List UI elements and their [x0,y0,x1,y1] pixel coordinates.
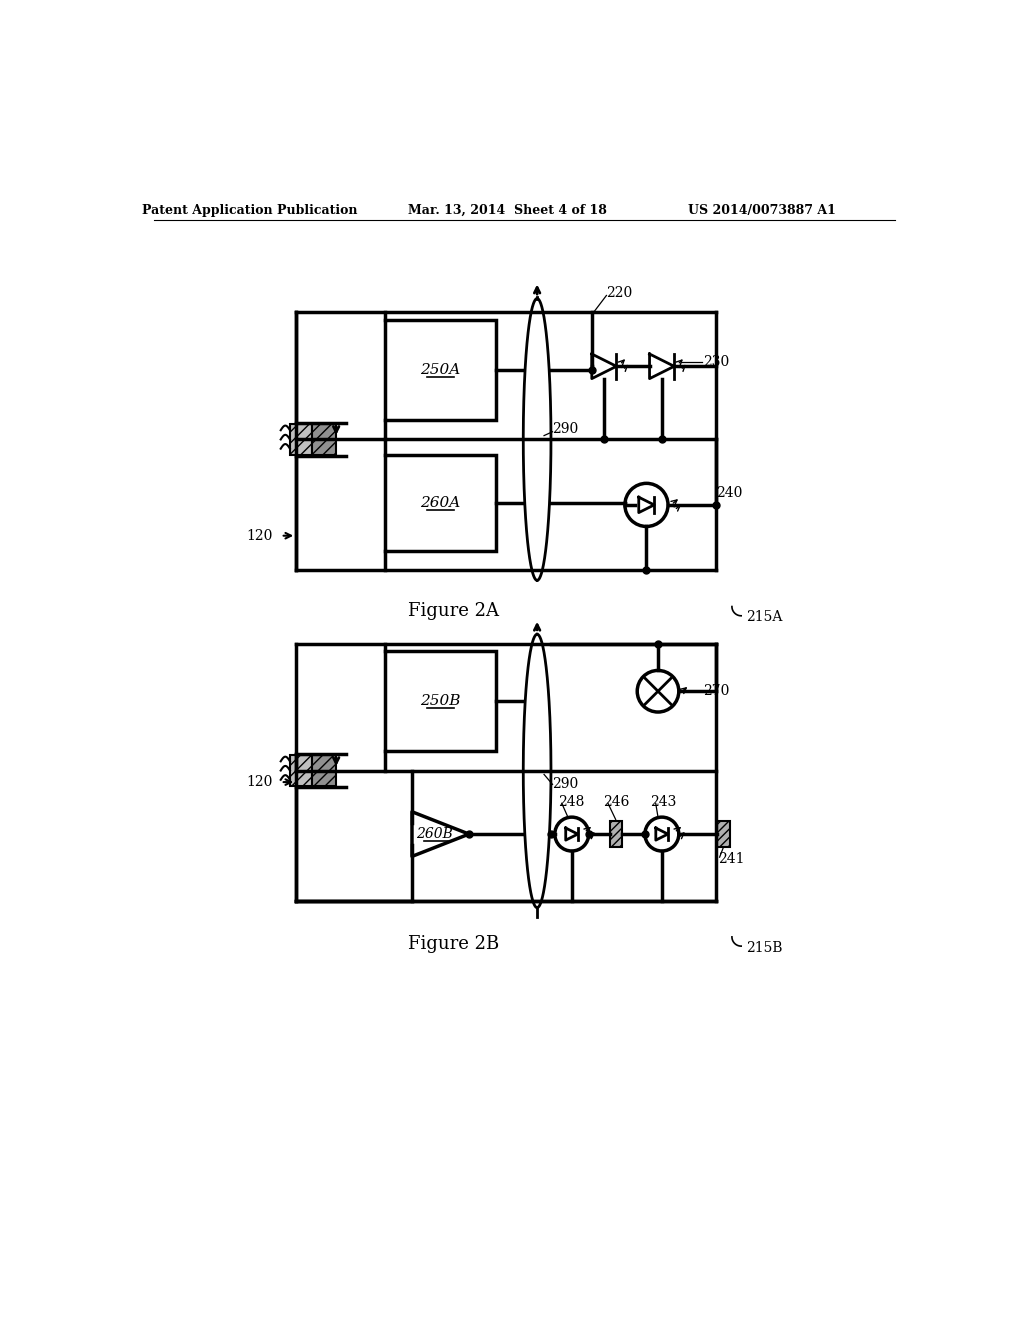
Bar [311,424,336,455]
Text: 290: 290 [553,422,579,437]
Text: Patent Application Publication: Patent Application Publication [142,205,357,218]
Text: 243: 243 [650,795,677,809]
Text: 120: 120 [247,529,273,543]
Bar [609,821,622,847]
Bar [290,755,311,785]
Bar [385,651,497,751]
Text: 250A: 250A [421,363,461,378]
Text: 246: 246 [603,795,630,809]
Text: 270: 270 [702,684,729,698]
Text: 120: 120 [247,775,273,789]
Text: 250B: 250B [420,694,461,709]
Text: 248: 248 [558,795,585,809]
Text: Figure 2B: Figure 2B [409,935,500,953]
Text: 220: 220 [606,286,633,300]
Bar [290,424,311,455]
Text: Mar. 13, 2014  Sheet 4 of 18: Mar. 13, 2014 Sheet 4 of 18 [409,205,607,218]
Bar [385,321,497,420]
Text: 260A: 260A [421,496,461,510]
Text: US 2014/0073887 A1: US 2014/0073887 A1 [688,205,836,218]
Text: 241: 241 [718,851,744,866]
Bar [717,821,730,847]
Text: 240: 240 [716,486,742,500]
Text: 290: 290 [553,777,579,792]
Text: Figure 2A: Figure 2A [409,602,500,620]
Text: 215B: 215B [746,941,783,954]
Text: 260B: 260B [416,828,453,841]
Text: 230: 230 [702,355,729,370]
Text: 215A: 215A [746,610,783,623]
Bar [385,455,497,552]
Bar [311,755,336,785]
